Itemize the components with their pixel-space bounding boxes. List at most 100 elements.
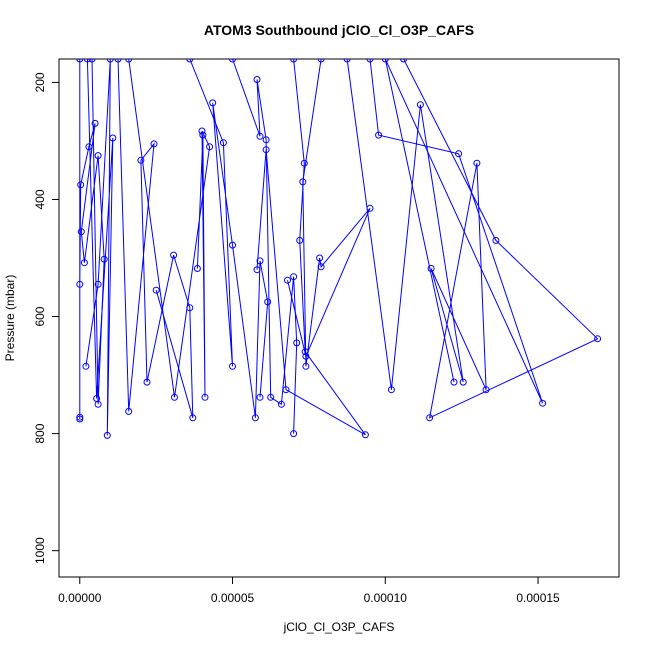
- data-point-6-1: [300, 159, 308, 167]
- chart-title: ATOM3 Southbound jClO_Cl_O3P_CAFS: [204, 22, 474, 38]
- data-point-1-4: [106, 59, 114, 63]
- data-point-4-4: [229, 241, 236, 249]
- x-axis: 0.00000 0.00005 0.00010 0.00015: [58, 577, 560, 605]
- data-point-1-2: [109, 134, 117, 142]
- data-point-8-10: [400, 59, 408, 63]
- data-point-9-5: [450, 378, 458, 386]
- data-point-3-3: [198, 127, 206, 135]
- data-point-7-1: [299, 178, 307, 186]
- data-point-8-9: [492, 236, 500, 244]
- data-point-7-7: [284, 276, 291, 284]
- data-point-4-5: [251, 414, 259, 422]
- data-point-9-3: [539, 399, 547, 407]
- data-point-2-0: [114, 59, 122, 63]
- series-layer: [76, 59, 602, 439]
- data-point-0-2: [76, 413, 84, 421]
- y-tick-label-2: 600: [33, 306, 47, 326]
- data-point-8-3: [459, 378, 467, 386]
- data-point-2-3: [137, 156, 145, 164]
- data-point-3-1: [171, 393, 178, 401]
- data-point-6-4: [361, 431, 369, 439]
- data-point-6-6: [262, 146, 270, 154]
- data-point-9-2: [455, 150, 463, 158]
- data-point-4-2: [229, 362, 236, 370]
- series-line-1: [85, 59, 114, 436]
- data-point-3-5: [199, 131, 207, 139]
- x-axis-label: jClO_Cl_O3P_CAFS: [283, 620, 395, 634]
- data-point-3-0: [125, 59, 133, 63]
- data-point-6-7: [253, 266, 261, 274]
- data-point-1-5: [94, 280, 102, 288]
- y-tick-label-1: 400: [33, 189, 47, 209]
- data-point-0-8: [80, 259, 88, 267]
- data-point-0-10: [100, 255, 108, 263]
- data-point-2-7: [189, 414, 197, 422]
- x-tick-label-0: 0.00000: [58, 591, 102, 605]
- data-point-1-3: [103, 431, 111, 439]
- series-line-5: [232, 59, 298, 434]
- data-point-2-4: [143, 378, 151, 386]
- y-tick-label-4: 1000: [33, 537, 47, 564]
- series-line-2: [117, 59, 194, 418]
- data-point-7-2: [302, 362, 310, 370]
- x-tick-label-2: 0.00010: [364, 591, 408, 605]
- data-point-8-2: [416, 101, 424, 109]
- data-point-1-1: [93, 395, 101, 402]
- data-point-5-1: [256, 132, 264, 140]
- x-tick-label-3: 0.00015: [516, 591, 560, 605]
- data-point-2-2: [150, 140, 158, 148]
- data-point-9-0: [366, 59, 374, 63]
- data-point-4-6: [256, 257, 264, 265]
- data-point-6-0: [290, 59, 298, 63]
- series-line-0: [79, 59, 105, 419]
- data-point-7-6: [302, 352, 310, 360]
- series-line-8: [346, 59, 599, 419]
- data-point-5-0: [229, 59, 236, 63]
- data-point-0-0: [76, 59, 84, 63]
- data-point-8-5: [482, 386, 490, 394]
- data-point-3-4: [201, 393, 209, 401]
- data-point-4-1: [219, 139, 227, 147]
- data-point-5-3: [262, 136, 270, 144]
- data-point-3-6: [193, 265, 201, 272]
- data-point-5-8: [290, 430, 298, 438]
- data-point-2-5: [170, 251, 178, 259]
- data-point-0-3: [76, 280, 84, 288]
- y-tick-label-0: 200: [33, 72, 47, 92]
- data-point-8-7: [426, 414, 434, 422]
- data-point-9-4: [381, 59, 389, 63]
- data-point-0-6: [91, 119, 99, 127]
- data-point-4-0: [186, 59, 194, 63]
- series-line-4: [189, 59, 269, 418]
- x-tick-label-1: 0.00005: [211, 591, 255, 605]
- data-point-0-9: [94, 152, 102, 160]
- data-point-4-8: [256, 393, 264, 401]
- data-point-7-3: [316, 254, 324, 262]
- data-point-7-4: [317, 263, 325, 271]
- data-point-4-3: [209, 99, 217, 107]
- plot-frame: [58, 58, 620, 578]
- data-point-8-6: [473, 159, 481, 167]
- data-point-6-5: [282, 386, 290, 394]
- series-line-7: [287, 59, 371, 367]
- data-point-3-2: [206, 143, 214, 151]
- data-point-0-5: [85, 143, 93, 151]
- data-point-6-2: [296, 236, 304, 244]
- data-point-7-0: [317, 59, 325, 63]
- data-point-8-0: [343, 59, 351, 63]
- data-point-5-4: [267, 393, 275, 401]
- data-point-8-4: [427, 265, 435, 272]
- data-point-0-7: [77, 228, 85, 236]
- data-point-5-7: [293, 339, 301, 347]
- data-point-0-12: [88, 59, 96, 63]
- data-point-8-1: [387, 386, 395, 394]
- series-line-3: [128, 59, 211, 398]
- data-point-2-1: [125, 407, 133, 415]
- y-axis-label: Pressure (mbar): [3, 275, 17, 362]
- data-point-4-7: [264, 298, 272, 306]
- y-tick-label-3: 800: [33, 423, 47, 443]
- series-line-9: [369, 59, 544, 404]
- data-point-5-6: [290, 273, 298, 281]
- data-point-1-0: [83, 59, 91, 63]
